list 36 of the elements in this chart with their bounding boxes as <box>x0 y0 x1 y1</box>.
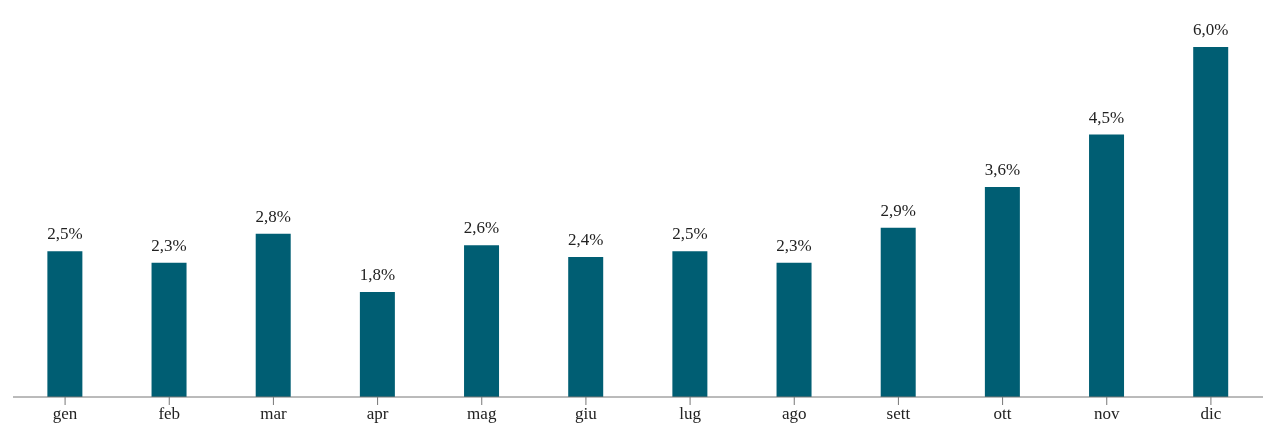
data-label: 3,6% <box>984 160 1021 179</box>
x-tick-label: giu <box>575 404 598 424</box>
bar <box>672 251 708 397</box>
bar <box>151 262 187 397</box>
bar <box>880 227 916 397</box>
data-label: 6,0% <box>1193 20 1229 39</box>
x-tick-label: nov <box>1094 404 1120 424</box>
bar <box>1193 47 1229 397</box>
data-label: 2,5% <box>47 224 83 244</box>
x-tick-label: ago <box>781 404 807 424</box>
data-label: 2,6% <box>463 218 500 238</box>
data-label: 2,4% <box>568 230 604 249</box>
x-tick-label: dic <box>1200 404 1222 424</box>
x-tick-label: sett <box>886 404 911 424</box>
data-label: 2,3% <box>151 235 187 255</box>
x-tick-label: feb <box>158 404 181 424</box>
bar <box>255 233 291 397</box>
bar <box>464 245 500 397</box>
x-tick-label: gen <box>52 404 78 424</box>
data-label: 1,8% <box>359 265 396 284</box>
bar <box>1089 134 1125 397</box>
x-tick-label: lug <box>679 404 702 424</box>
data-label: 2,3% <box>776 235 812 255</box>
data-label: 2,5% <box>672 224 708 244</box>
bar <box>47 251 83 397</box>
x-tick-label: mag <box>467 404 497 424</box>
bar <box>776 262 812 397</box>
bar <box>568 257 604 397</box>
data-label: 2,9% <box>880 200 916 220</box>
x-tick-label: ott <box>993 404 1012 424</box>
data-label: 4,5% <box>1088 107 1125 127</box>
data-label: 2,8% <box>255 206 291 226</box>
bar <box>984 187 1020 397</box>
x-tick-label: mar <box>260 404 287 424</box>
x-tick-label: apr <box>366 404 389 424</box>
bar <box>359 292 395 397</box>
